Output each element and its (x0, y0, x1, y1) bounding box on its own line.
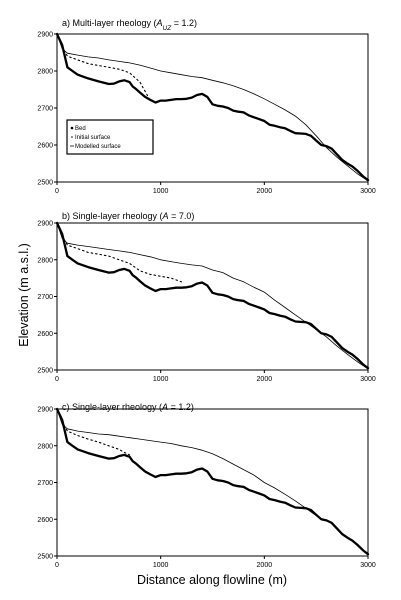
panel-a-title-sub: UZ (163, 25, 173, 32)
panel-b-title: b) Single-layer rheology (A = 7.0) (62, 211, 194, 221)
panel-b-series-bed (55, 221, 370, 370)
panel-c-series-initial (56, 408, 131, 456)
legend-bed-label: Bed (75, 126, 86, 132)
panel-a-x-tick-label: 0 (55, 188, 59, 195)
panel-a-x-tick-label: 1000 (153, 188, 169, 195)
panel-a-y-tick-label: 2900 (37, 32, 53, 39)
panel-a-series-bed (55, 32, 370, 182)
panel-a-y-tick-label: 2800 (37, 69, 53, 76)
panel-c-series-bed (55, 407, 370, 556)
panel-b-y-tick-label: 2900 (37, 221, 53, 228)
panel-b-title-main: b) Single-layer rheology ( (62, 211, 163, 221)
panel-b-y-tick-label: 2800 (37, 257, 53, 264)
y-axis-label: Elevation (m a.s.l.) (17, 243, 31, 347)
panel-c-x-tick-label: 2000 (257, 562, 273, 569)
panel-b-series-initial (56, 222, 182, 283)
panel-b-x-tick-label: 1000 (153, 376, 169, 383)
legend-bed-marker (70, 126, 74, 130)
panel-a-title-tail: = 1.2) (171, 18, 197, 28)
panel-a-x-tick-label: 3000 (360, 188, 376, 195)
panel-a-axes-frame (56, 33, 369, 183)
panel-a-series-modelled (56, 33, 369, 182)
panel-c-series-modelled (56, 408, 317, 516)
legend-modelled-label: Modelled surface (75, 144, 121, 150)
panel-b-y-tick-label: 2600 (37, 331, 53, 338)
panel-c-y-tick-label: 2900 (37, 407, 53, 414)
panel-a-title-main: a) Multi-layer rheology ( (62, 18, 157, 28)
panel-b-x-tick-label: 2000 (257, 376, 273, 383)
panel-b-series-modelled (56, 222, 369, 370)
panel-c-title-main: c) Single-layer rheology ( (62, 402, 162, 412)
panel-c-axes-frame (56, 408, 369, 557)
panel-c: c) Single-layer rheology (A = 1.2) 0 1000… (37, 402, 375, 569)
legend-initial-label: Initial surface (75, 135, 111, 141)
legend-initial-marker (71, 136, 73, 138)
panel-b-title-tail: = 7.0) (169, 211, 195, 221)
panel-a-title-var: A (156, 18, 163, 28)
legend-box (66, 119, 154, 155)
panel-c-x-tick-label: 1000 (153, 562, 169, 569)
panel-c-title-var: A (161, 402, 168, 412)
panel-a: a) Multi-layer rheology (AUZ = 1.2) Bed … (37, 18, 375, 195)
panel-c-title-tail: = 1.2) (168, 402, 194, 412)
panel-b-x-tick-label: 3000 (360, 376, 376, 383)
panel-a-x-tick-label: 2000 (257, 188, 273, 195)
panel-a-title: a) Multi-layer rheology (AUZ = 1.2) (62, 18, 197, 32)
x-axis-label: Distance along flowline (m) (137, 573, 287, 587)
panel-a-y-tick-label: 2600 (37, 143, 53, 150)
panel-b: b) Single-layer rheology (A = 7.0) 0 1000… (37, 211, 375, 383)
legend: Bed Initial surface Modelled surface (66, 119, 154, 155)
panel-b-x-tick-label: 0 (55, 376, 59, 383)
panel-c-y-tick-label: 2500 (37, 554, 53, 561)
panel-c-x-tick-label: 0 (55, 562, 59, 569)
panel-a-y-tick-label: 2700 (37, 106, 53, 113)
panel-b-title-var: A (162, 211, 169, 221)
panel-c-title: c) Single-layer rheology (A = 1.2) (62, 402, 194, 412)
panel-c-y-tick-label: 2700 (37, 480, 53, 487)
panel-b-axes-frame (56, 222, 369, 371)
panel-c-y-tick-label: 2600 (37, 517, 53, 524)
panel-b-y-tick-label: 2700 (37, 294, 53, 301)
panel-b-y-tick-label: 2500 (37, 368, 53, 375)
panel-c-y-tick-label: 2800 (37, 443, 53, 450)
panel-c-x-tick-label: 3000 (360, 562, 376, 569)
panel-a-y-tick-label: 2500 (37, 180, 53, 187)
panel-a-series-initial (56, 33, 151, 102)
